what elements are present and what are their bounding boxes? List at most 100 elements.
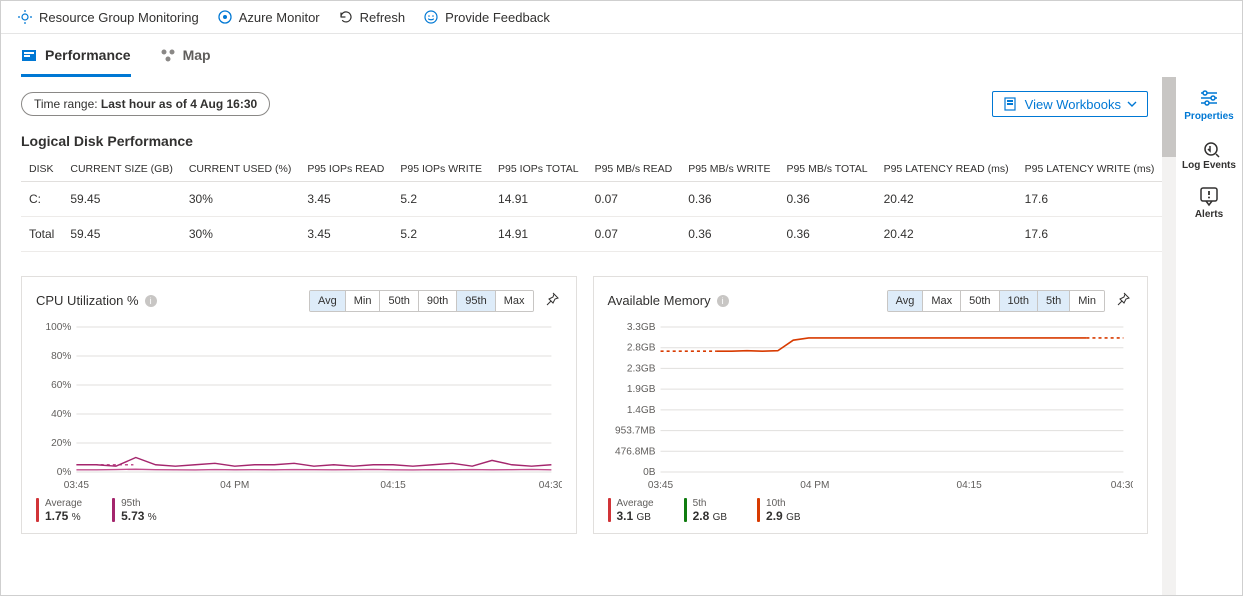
- table-cell: 17.6: [1017, 182, 1162, 217]
- table-cell: 14.91: [490, 182, 587, 217]
- performance-icon: [21, 46, 39, 64]
- svg-text:0%: 0%: [57, 467, 72, 478]
- percentile-button[interactable]: Max: [923, 291, 961, 311]
- sidebar-properties[interactable]: Properties: [1179, 87, 1239, 122]
- topbar-label: Refresh: [360, 10, 406, 25]
- pin-button[interactable]: [542, 289, 562, 312]
- info-icon[interactable]: i: [717, 295, 729, 307]
- svg-text:04:30: 04:30: [539, 480, 562, 491]
- percentile-button[interactable]: Min: [346, 291, 381, 311]
- timerange-pill[interactable]: Time range: Last hour as of 4 Aug 16:30: [21, 92, 270, 116]
- log-icon: [1198, 136, 1220, 158]
- svg-text:100%: 100%: [46, 322, 72, 333]
- topbar: Resource Group Monitoring Azure Monitor …: [1, 1, 1242, 34]
- disk-table: DISKCURRENT SIZE (GB)CURRENT USED (%)P95…: [21, 157, 1162, 252]
- percentile-button[interactable]: 50th: [380, 291, 418, 311]
- topbar-feedback[interactable]: Provide Feedback: [423, 9, 550, 25]
- percentile-button[interactable]: 10th: [1000, 291, 1038, 311]
- content-area: Time range: Last hour as of 4 Aug 16:30 …: [1, 77, 1162, 596]
- tab-performance[interactable]: Performance: [21, 46, 131, 77]
- percentile-button[interactable]: 95th: [457, 291, 495, 311]
- legend-item: Average1.75 %: [36, 498, 82, 523]
- topbar-resource-group[interactable]: Resource Group Monitoring: [17, 9, 199, 25]
- tab-map[interactable]: Map: [159, 46, 211, 77]
- table-header[interactable]: P95 IOPs TOTAL: [490, 157, 587, 182]
- svg-text:3.3GB: 3.3GB: [626, 322, 655, 333]
- refresh-icon: [338, 9, 354, 25]
- table-cell: 59.45: [62, 217, 180, 252]
- table-cell: 0.36: [680, 182, 778, 217]
- table-header[interactable]: P95 IOPs WRITE: [392, 157, 490, 182]
- table-header[interactable]: P95 MB/s WRITE: [680, 157, 778, 182]
- cpu-segment-buttons: AvgMin50th90th95thMax: [309, 290, 534, 312]
- svg-text:476.8MB: 476.8MB: [615, 446, 656, 457]
- percentile-button[interactable]: 5th: [1038, 291, 1070, 311]
- table-cell: C:: [21, 182, 62, 217]
- scrollbar[interactable]: [1162, 77, 1176, 596]
- scrollbar-thumb[interactable]: [1162, 77, 1176, 157]
- legend-item: 95th5.73 %: [112, 498, 157, 523]
- svg-text:1.4GB: 1.4GB: [626, 405, 655, 416]
- table-header[interactable]: P95 MB/s READ: [587, 157, 681, 182]
- sidebar-label: Properties: [1184, 111, 1233, 122]
- sidebar-label: Log Events: [1182, 160, 1236, 171]
- alert-icon: [1198, 185, 1220, 207]
- cpu-chart-card: CPU Utilization % i AvgMin50th90th95thMa…: [21, 276, 577, 534]
- percentile-button[interactable]: Avg: [310, 291, 346, 311]
- table-header[interactable]: CURRENT USED (%): [181, 157, 299, 182]
- chevron-down-icon: [1127, 99, 1137, 109]
- table-header[interactable]: P95 LATENCY WRITE (ms): [1017, 157, 1162, 182]
- table-cell: 14.91: [490, 217, 587, 252]
- monitor-icon: [217, 9, 233, 25]
- tab-label: Performance: [45, 47, 131, 63]
- table-cell: 17.6: [1017, 217, 1162, 252]
- percentile-button[interactable]: Min: [1070, 291, 1104, 311]
- topbar-label: Resource Group Monitoring: [39, 10, 199, 25]
- pin-icon: [1115, 291, 1131, 307]
- table-header[interactable]: P95 MB/s TOTAL: [778, 157, 875, 182]
- table-header[interactable]: P95 LATENCY READ (ms): [876, 157, 1017, 182]
- tabs-row: Performance Map: [1, 34, 1242, 77]
- tab-label: Map: [183, 47, 211, 63]
- view-workbooks-button[interactable]: View Workbooks: [992, 91, 1148, 117]
- percentile-button[interactable]: 90th: [419, 291, 457, 311]
- table-header[interactable]: P95 IOPs READ: [299, 157, 392, 182]
- svg-text:1.9GB: 1.9GB: [626, 384, 655, 395]
- timerange-value: Last hour as of 4 Aug 16:30: [101, 97, 257, 111]
- table-cell: 59.45: [62, 182, 180, 217]
- table-row[interactable]: Total59.4530%3.455.214.910.070.360.3620.…: [21, 217, 1162, 252]
- mem-chart-title: Available Memory i: [608, 293, 729, 308]
- svg-text:2.3GB: 2.3GB: [626, 363, 655, 374]
- topbar-refresh[interactable]: Refresh: [338, 9, 406, 25]
- percentile-button[interactable]: 50th: [961, 291, 999, 311]
- sidebar-label: Alerts: [1195, 209, 1223, 220]
- mem-title-text: Available Memory: [608, 293, 711, 308]
- legend-item: Average3.1 GB: [608, 498, 654, 523]
- pin-icon: [544, 291, 560, 307]
- pin-button[interactable]: [1113, 289, 1133, 312]
- svg-text:2.8GB: 2.8GB: [626, 343, 655, 354]
- svg-text:04:15: 04:15: [956, 480, 982, 491]
- info-icon[interactable]: i: [145, 295, 157, 307]
- table-cell: 5.2: [392, 182, 490, 217]
- table-header[interactable]: CURRENT SIZE (GB): [62, 157, 180, 182]
- table-row[interactable]: C:59.4530%3.455.214.910.070.360.3620.421…: [21, 182, 1162, 217]
- topbar-azure-monitor[interactable]: Azure Monitor: [217, 9, 320, 25]
- percentile-button[interactable]: Avg: [888, 291, 924, 311]
- table-cell: 20.42: [876, 182, 1017, 217]
- table-cell: 0.36: [680, 217, 778, 252]
- insights-frame: Resource Group Monitoring Azure Monitor …: [0, 0, 1243, 596]
- table-cell: 3.45: [299, 182, 392, 217]
- svg-text:03:45: 03:45: [647, 480, 673, 491]
- table-cell: 3.45: [299, 217, 392, 252]
- table-header[interactable]: DISK: [21, 157, 62, 182]
- percentile-button[interactable]: Max: [496, 291, 533, 311]
- svg-text:953.7MB: 953.7MB: [615, 426, 656, 437]
- sidebar-alerts[interactable]: Alerts: [1179, 185, 1239, 220]
- table-cell: 0.36: [778, 217, 875, 252]
- cpu-chart-title: CPU Utilization % i: [36, 293, 157, 308]
- sidebar-log-events[interactable]: Log Events: [1179, 136, 1239, 171]
- svg-text:04:30: 04:30: [1110, 480, 1133, 491]
- svg-text:60%: 60%: [51, 380, 71, 391]
- map-icon: [159, 46, 177, 64]
